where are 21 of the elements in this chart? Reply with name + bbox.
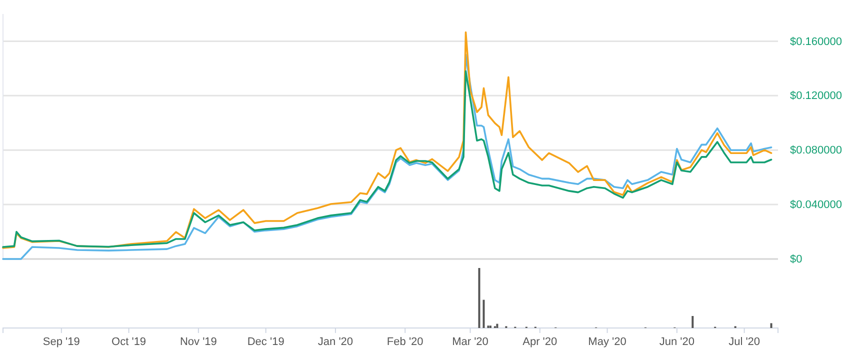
bar <box>482 300 485 328</box>
bar <box>770 323 772 328</box>
bar <box>478 268 480 328</box>
y-tick-label: $0.080000 <box>790 144 842 157</box>
x-tick-label: Jun '20 <box>659 336 694 348</box>
x-tick-label: Sep '19 <box>42 336 80 348</box>
bar <box>496 324 498 328</box>
x-tick-label: Jan '20 <box>318 336 354 348</box>
y-tick-label: $0.040000 <box>790 199 842 212</box>
y-tick-label: $0.120000 <box>790 90 842 102</box>
y-tick-label: $0.160000 <box>790 36 842 48</box>
x-tick-label: Dec '19 <box>247 336 284 348</box>
x-tick-label: Mar '20 <box>452 336 488 348</box>
x-tick-label: May '20 <box>588 336 626 348</box>
x-tick-label: Apr '20 <box>522 336 558 348</box>
x-tick-label: Feb '20 <box>386 336 424 348</box>
x-tick-label: Jul '20 <box>728 336 760 348</box>
x-tick-label: Oct '19 <box>112 336 146 348</box>
x-tick-label: Nov '19 <box>180 336 217 348</box>
y-tick-label: $0 <box>790 254 802 266</box>
bar <box>692 316 694 328</box>
